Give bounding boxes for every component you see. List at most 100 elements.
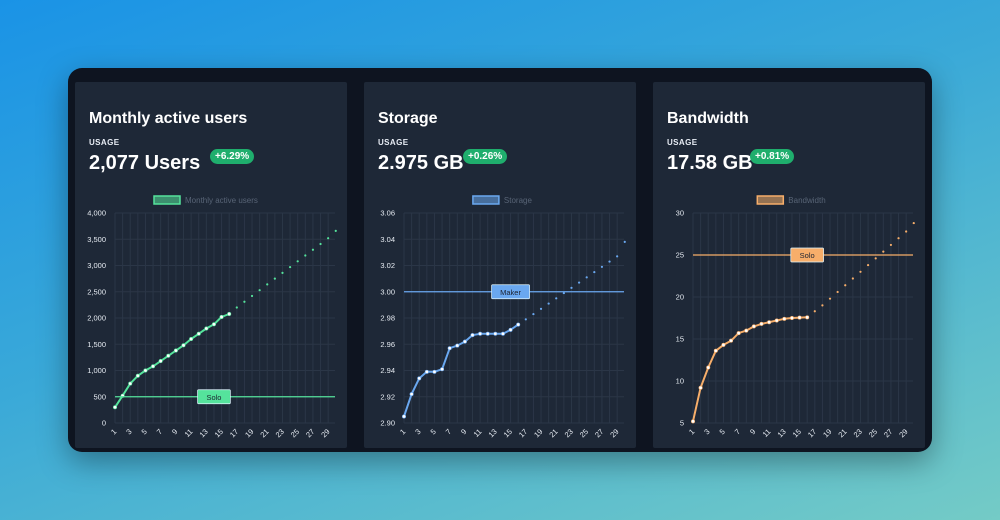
data-point (432, 369, 437, 374)
data-point (219, 314, 224, 319)
forecast-point (288, 265, 292, 269)
legend: Storage (472, 195, 532, 205)
x-axis: 1 3 5 7 9 11 13 15 17 19 21 23 25 27 29 (687, 427, 909, 439)
forecast-point (874, 257, 877, 260)
x-tick-label: 9 (170, 427, 179, 436)
metric-value: 17.58 GB (667, 152, 753, 174)
data-point (789, 316, 794, 321)
change-badge: +6.29% (210, 149, 255, 164)
card-title: Monthly active users (89, 110, 248, 127)
y-tick-label: 1,500 (87, 340, 106, 349)
forecast-point (273, 277, 276, 280)
forecast-point (897, 237, 900, 240)
y-tick-label: 25 (676, 251, 684, 260)
x-tick-label: 7 (155, 427, 164, 436)
data-point (744, 328, 749, 333)
data-point (493, 331, 498, 336)
data-point (204, 326, 209, 331)
x-tick-label: 19 (821, 427, 833, 439)
data-point (774, 318, 779, 323)
data-point (409, 392, 414, 397)
x-tick-label: 25 (867, 427, 879, 439)
y-tick-label: 3,500 (87, 235, 106, 244)
data-point (227, 311, 232, 316)
change-badge: +0.81% (750, 149, 795, 164)
data-point (462, 339, 467, 344)
x-tick-label: 23 (852, 427, 864, 439)
forecast-point (311, 248, 315, 251)
forecast-point (532, 312, 535, 316)
y-tick-label: 10 (676, 377, 684, 386)
threshold-label: Solo (206, 393, 221, 402)
metric-value: 2,077 Users (89, 152, 201, 174)
card-title: Bandwidth (667, 110, 749, 127)
x-tick-label: 7 (444, 427, 453, 436)
card-title: Storage (378, 110, 438, 127)
grid (692, 212, 913, 424)
x-tick-label: 13 (486, 427, 498, 439)
data-point (166, 353, 171, 358)
forecast-point (851, 277, 854, 280)
data-point (485, 331, 490, 336)
y-axis: 2.90 2.92 2.94 2.96 2.98 3.00 3.02 3.04 3.06 (380, 209, 395, 428)
threshold-badge (790, 247, 824, 263)
data-point (508, 327, 513, 332)
forecast-point (562, 291, 565, 295)
x-tick-label: 19 (532, 427, 544, 439)
grid (114, 212, 335, 424)
x-tick-label: 21 (547, 427, 559, 439)
forecast-point (600, 265, 604, 268)
x-tick-label: 23 (274, 427, 286, 439)
data-point (478, 331, 483, 336)
x-tick-label: 15 (791, 427, 803, 439)
y-tick-label: 3.00 (380, 287, 395, 296)
x-axis: 1 3 5 7 9 11 13 15 17 19 21 23 25 27 29 (109, 427, 331, 439)
x-tick-label: 11 (761, 427, 773, 439)
x-axis: 1 3 5 7 9 11 13 15 17 19 21 23 25 27 29 (398, 427, 620, 439)
data-point (424, 369, 429, 374)
legend-swatch (153, 195, 181, 205)
y-tick-label: 4,000 (87, 209, 106, 218)
y-tick-label: 2.90 (380, 419, 395, 428)
data-point (455, 343, 460, 348)
x-tick-label: 17 (517, 427, 529, 439)
data-point (181, 343, 186, 348)
legend: Bandwidth (756, 195, 826, 205)
data-point (173, 348, 178, 353)
forecast-point (813, 310, 816, 313)
data-point (805, 315, 810, 320)
data-point (470, 333, 475, 338)
x-tick-label: 15 (502, 427, 514, 439)
y-tick-label: 500 (93, 392, 106, 401)
threshold-badge (491, 284, 530, 300)
legend: Monthly active users (153, 195, 258, 205)
y-tick-label: 2.94 (380, 366, 395, 375)
threshold-label: Solo (800, 251, 815, 260)
forecast-point (828, 297, 832, 300)
y-tick-label: 3.06 (380, 209, 395, 218)
forecast-point (616, 255, 619, 258)
x-tick-label: 29 (897, 427, 909, 439)
x-tick-label: 17 (228, 427, 240, 439)
y-tick-label: 30 (676, 209, 684, 218)
series-line (692, 316, 808, 422)
x-tick-label: 9 (459, 427, 468, 436)
data-point (782, 316, 787, 321)
data-point (690, 419, 695, 424)
metric-value: 2.975 GB (378, 152, 464, 174)
data-point (500, 331, 505, 336)
legend-swatch (756, 195, 785, 205)
forecast-point (623, 240, 626, 243)
forecast-point (327, 237, 330, 240)
data-point (736, 331, 741, 336)
forecast-point (243, 300, 246, 303)
threshold-label: Maker (500, 288, 521, 297)
x-tick-label: 3 (124, 427, 133, 436)
card-storage: Storage USAGE 2.975 GB +0.26% Storage 2.9… (364, 82, 636, 448)
data-point (143, 368, 148, 373)
y-tick-label: 2.96 (380, 340, 395, 349)
x-tick-label: 27 (882, 427, 894, 439)
x-tick-label: 13 (197, 427, 209, 439)
data-point (729, 338, 734, 343)
